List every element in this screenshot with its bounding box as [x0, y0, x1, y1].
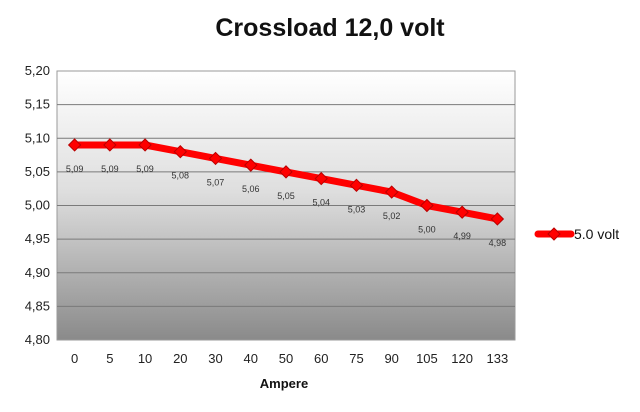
- x-tick-label: 105: [416, 351, 438, 366]
- data-point: [244, 158, 258, 172]
- legend-swatch-marker: [547, 227, 561, 241]
- x-tick-label: 40: [244, 351, 258, 366]
- data-point: [138, 138, 152, 152]
- data-label: 5,00: [418, 225, 436, 235]
- y-tick-label: 5,15: [25, 97, 50, 112]
- y-tick-label: 5,00: [25, 198, 50, 213]
- x-tick-label: 120: [451, 351, 473, 366]
- x-tick-label: 5: [106, 351, 113, 366]
- x-tick-label: 10: [138, 351, 152, 366]
- data-point: [455, 205, 469, 219]
- data-point: [173, 144, 188, 159]
- data-label: 5,09: [66, 164, 84, 174]
- data-label: 5,03: [348, 204, 366, 214]
- y-tick-label: 5,20: [25, 63, 50, 78]
- chart-title: Crossload 12,0 volt: [215, 14, 445, 42]
- data-point: [349, 178, 364, 193]
- x-axis-title: Ampere: [259, 376, 309, 391]
- x-tick-label: 20: [173, 351, 187, 366]
- data-point: [314, 171, 328, 186]
- data-label: 4,99: [453, 231, 471, 241]
- data-label: 5,04: [312, 198, 330, 208]
- data-label: 5,08: [172, 171, 190, 181]
- legend-label: 5.0 volt: [574, 226, 619, 242]
- x-tick-label: 30: [208, 351, 222, 366]
- y-tick-label: 4,90: [25, 265, 50, 280]
- x-tick-label: 133: [487, 351, 509, 366]
- data-label: 5,07: [207, 177, 225, 187]
- data-point: [490, 212, 505, 226]
- data-point: [103, 138, 117, 152]
- x-tick-label: 50: [279, 351, 293, 366]
- x-tick-label: 75: [349, 351, 363, 366]
- y-tick-label: 5,10: [25, 130, 50, 145]
- x-tick-label: 60: [314, 351, 328, 366]
- y-tick-label: 5,05: [25, 164, 50, 179]
- data-label: 4,98: [489, 238, 507, 248]
- data-label: 5,06: [242, 184, 260, 194]
- data-label: 5,05: [277, 191, 295, 201]
- y-tick-label: 4,95: [25, 231, 50, 246]
- y-tick-label: 4,80: [25, 332, 50, 347]
- data-point: [208, 151, 223, 166]
- x-tick-label: 90: [384, 351, 398, 366]
- x-tick-label: 0: [71, 351, 78, 366]
- data-label: 5,02: [383, 211, 401, 221]
- data-point: [279, 165, 293, 179]
- data-point: [67, 138, 82, 152]
- data-label: 5,09: [136, 164, 154, 174]
- y-tick-label: 4,85: [25, 298, 50, 313]
- data-point: [384, 185, 399, 199]
- data-label: 5,09: [101, 164, 119, 174]
- data-point: [420, 198, 434, 213]
